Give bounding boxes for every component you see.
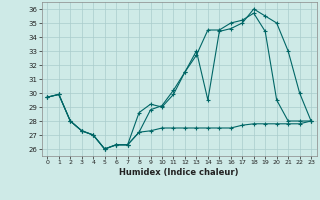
X-axis label: Humidex (Indice chaleur): Humidex (Indice chaleur) — [119, 168, 239, 177]
